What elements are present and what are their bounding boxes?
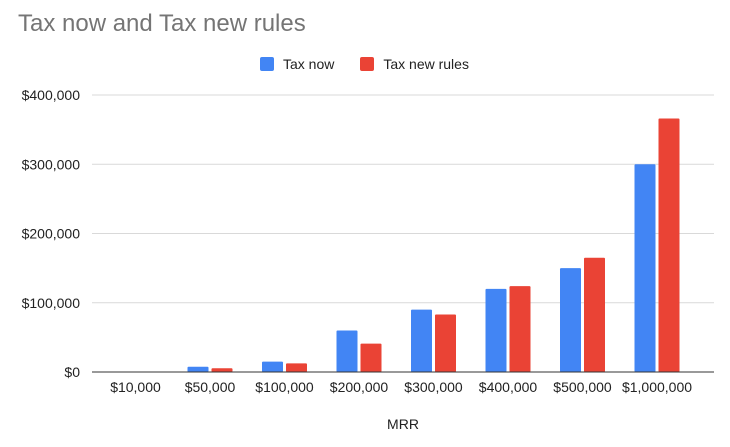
bar-tax-now[interactable]	[411, 309, 432, 372]
x-tick-label: $300,000	[404, 379, 463, 395]
bar-tax-new-rules[interactable]	[584, 257, 605, 372]
bar-tax-now[interactable]	[634, 164, 656, 372]
bar-tax-new-rules[interactable]	[435, 314, 456, 372]
bar-tax-now[interactable]	[560, 268, 581, 372]
legend-swatch-tax-new-rules	[360, 57, 375, 71]
y-axis-tick-labels: $0 $100,000 $200,000 $300,000 $400,000	[22, 87, 81, 380]
bars	[187, 118, 680, 372]
bar-tax-now[interactable]	[485, 288, 507, 372]
bar-tax-now[interactable]	[262, 361, 283, 372]
x-tick-label: $500,000	[553, 379, 612, 395]
bar-tax-new-rules[interactable]	[360, 343, 382, 372]
y-tick-label: $300,000	[22, 156, 81, 172]
x-tick-label: $200,000	[330, 379, 389, 395]
x-axis-tick-labels: $10,000 $50,000 $100,000 $200,000 $300,000 $4…	[110, 379, 692, 395]
bar-tax-now[interactable]	[336, 330, 358, 372]
chart-legend: Tax now Tax new rules	[260, 56, 495, 72]
gridlines	[92, 94, 714, 304]
x-tick-label: $400,000	[479, 379, 538, 395]
legend-label-tax-now: Tax now	[283, 56, 335, 72]
x-tick-label: $10,000	[110, 379, 161, 395]
x-tick-label: $50,000	[185, 379, 236, 395]
chart-title: Tax now and Tax new rules	[18, 10, 306, 37]
legend-item-tax-now[interactable]: Tax now	[260, 56, 334, 72]
bar-tax-new-rules[interactable]	[286, 363, 307, 372]
bar-tax-now[interactable]	[187, 366, 209, 372]
y-tick-label: $400,000	[22, 87, 81, 103]
x-tick-label: $100,000	[255, 379, 314, 395]
y-tick-label: $200,000	[22, 226, 81, 242]
x-tick-label: $1,000,000	[622, 379, 692, 395]
bar-tax-new-rules[interactable]	[211, 368, 233, 372]
legend-label-tax-new-rules: Tax new rules	[383, 56, 469, 72]
legend-swatch-tax-now	[260, 57, 274, 71]
y-tick-label: $0	[64, 364, 80, 380]
x-axis-title: MRR	[387, 416, 419, 432]
bar-tax-new-rules[interactable]	[509, 286, 531, 372]
y-tick-label: $100,000	[22, 295, 81, 311]
legend-item-tax-new-rules[interactable]: Tax new rules	[360, 56, 469, 72]
bar-tax-new-rules[interactable]	[658, 118, 680, 372]
